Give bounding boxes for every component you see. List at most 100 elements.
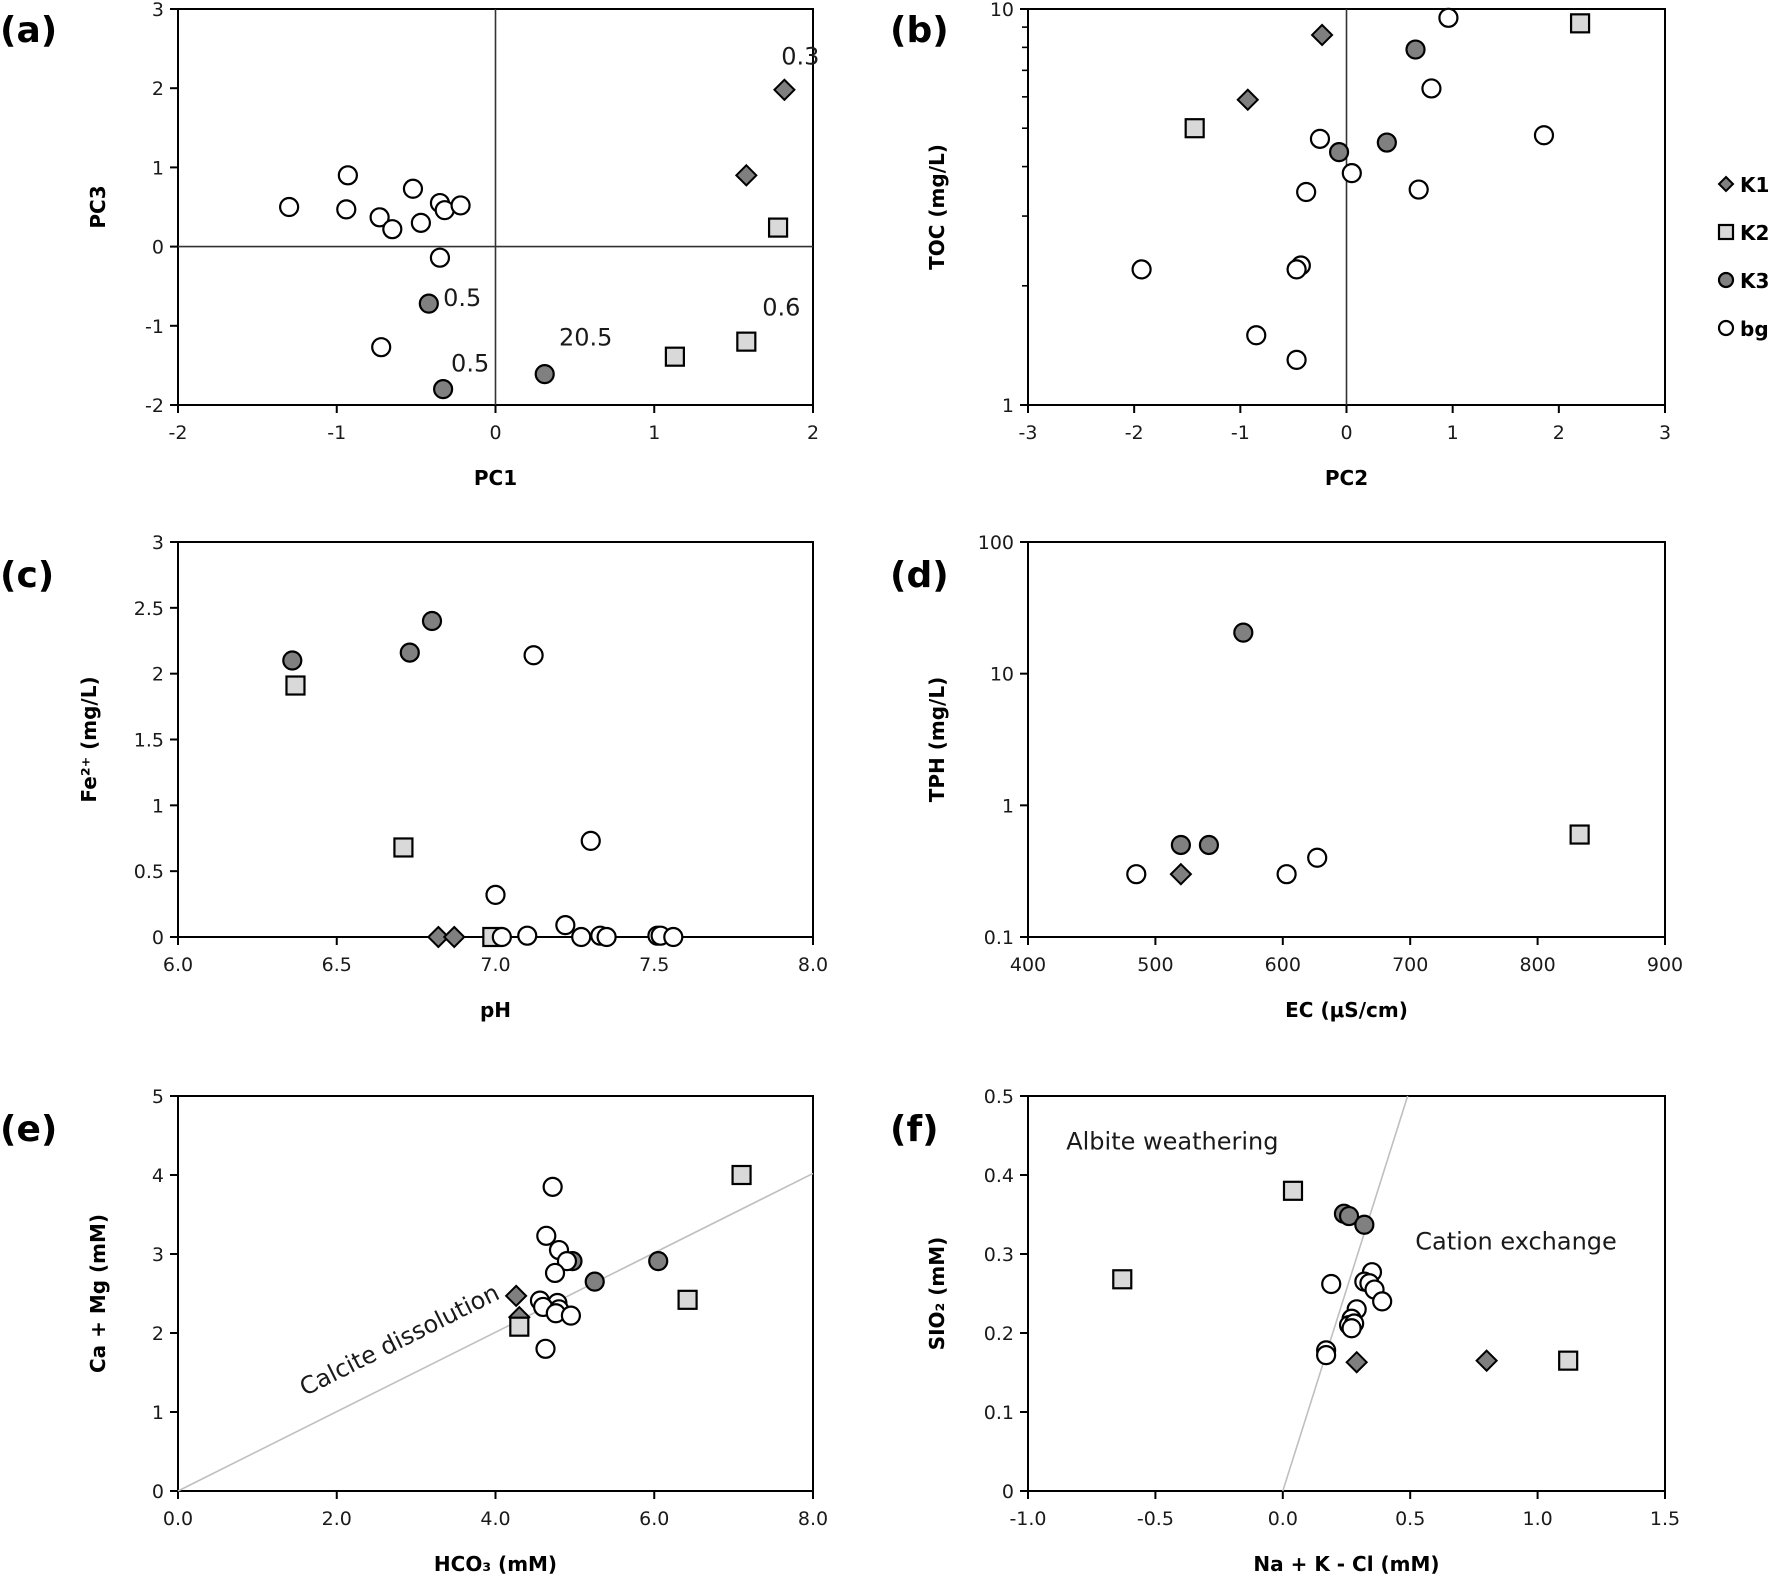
y-tick-label: 0.1 <box>984 927 1014 949</box>
x-tick-label: 400 <box>1010 954 1046 976</box>
y-tick-label: 3 <box>152 0 164 21</box>
data-point-k3 <box>282 650 303 671</box>
panel-label: (c) <box>0 555 54 596</box>
legend-marker-bg <box>1717 319 1735 337</box>
y-axis-title: TPH (mg/L) <box>925 677 949 803</box>
data-point-k3 <box>433 379 454 400</box>
data-point-k3 <box>1376 132 1397 153</box>
plot-area-frame <box>177 541 814 938</box>
data-point-k1 <box>1475 1349 1499 1373</box>
x-tick-label: -1 <box>1231 422 1250 444</box>
data-point-bg <box>336 199 357 220</box>
data-point-k2 <box>393 837 414 858</box>
annotation-label: 0.3 <box>781 42 819 70</box>
data-point-k2 <box>664 346 685 367</box>
data-point-bg <box>556 1251 578 1272</box>
data-point-bg <box>544 1262 566 1284</box>
data-point-k3 <box>1170 834 1191 856</box>
panel-c: (c) 6.0 6.5 7.0 7.5 8.0 0 0.5 1 1.5 2 2.5 3 pH Fe²⁺ (m… <box>0 532 828 1022</box>
annotation-label: 0.5 <box>443 284 481 312</box>
data-point-bg <box>1286 349 1307 370</box>
x-tick-label: 6.0 <box>639 1508 669 1530</box>
data-point-k3 <box>534 364 555 385</box>
data-point-k2 <box>509 1316 530 1337</box>
data-point-bg <box>485 884 506 905</box>
panel-label: (f) <box>890 1109 939 1150</box>
legend-label-k1: K1 <box>1740 173 1769 197</box>
data-point-k3 <box>1405 39 1426 60</box>
annotation-label: 0.5 <box>451 350 489 378</box>
data-point-bg <box>1131 259 1152 280</box>
y-axis-title: SIO₂ (mM) <box>925 1237 949 1351</box>
x-axis-title: Na + K - Cl (mM) <box>1253 1552 1439 1576</box>
x-tick-label: 500 <box>1137 954 1173 976</box>
data-point-k1 <box>734 163 758 187</box>
y-tick-label: 0.1 <box>984 1402 1014 1424</box>
x-tick-label: 800 <box>1519 954 1555 976</box>
data-point-k3 <box>584 1271 605 1292</box>
data-point-k2 <box>1569 824 1590 845</box>
data-point-bg <box>1307 847 1328 868</box>
y-tick-label: 2 <box>152 78 164 100</box>
data-point-k1 <box>773 78 796 102</box>
y-tick-label: 0 <box>1002 1481 1014 1503</box>
legend: K1 K2 K3 bg <box>1717 173 1769 341</box>
data-point-k2 <box>767 217 789 238</box>
x-tick-label: 1 <box>648 422 660 444</box>
y-tick-label: 0.3 <box>984 1244 1014 1266</box>
y-tick-label: 0 <box>152 1481 164 1503</box>
y-tick-label: -1 <box>145 316 164 338</box>
data-point-k3 <box>1328 142 1350 163</box>
x-tick-label: -1.0 <box>1009 1508 1046 1530</box>
y-tick-label: 1 <box>1002 395 1014 417</box>
x-tick-label: 0 <box>489 422 501 444</box>
data-point-k2 <box>736 331 757 352</box>
y-tick-label: 0 <box>152 237 164 259</box>
data-point-k3 <box>418 293 439 314</box>
x-axis-title: HCO₃ (mM) <box>434 1552 557 1576</box>
x-tick-label: 7.5 <box>639 954 669 976</box>
x-tick-label: 4.0 <box>480 1508 510 1530</box>
data-point-k3 <box>421 610 443 632</box>
x-axis-title: PC1 <box>474 466 517 490</box>
data-point-bg <box>1316 1345 1337 1366</box>
legend-label-bg: bg <box>1740 317 1769 341</box>
y-axis-title: TOC (mg/L) <box>925 144 949 270</box>
x-tick-label: 1.0 <box>1522 1508 1552 1530</box>
data-point-bg <box>402 178 424 199</box>
y-tick-label: 100 <box>978 532 1014 554</box>
plot-area-frame <box>1027 541 1666 938</box>
data-point-bg <box>542 1176 563 1197</box>
x-tick-label: 0 <box>1340 422 1352 444</box>
data-point-bg <box>535 1338 556 1359</box>
y-axis-title: Ca + Mg (mM) <box>86 1214 110 1373</box>
legend-label-k2: K2 <box>1740 221 1769 245</box>
y-tick-label: 0.5 <box>984 1086 1014 1108</box>
y-tick-label: 0 <box>152 927 164 949</box>
data-point-bg <box>1286 259 1307 280</box>
data-point-bg <box>410 212 431 233</box>
data-point-k1 <box>1345 1350 1369 1374</box>
data-point-bg <box>536 1225 557 1246</box>
data-point-bg <box>1246 325 1267 346</box>
data-point-k3 <box>1338 1205 1360 1227</box>
panel-e: (e) 0.0 2.0 4.0 6.0 8.0 0 1 2 3 4 5 HCO₃ (mM) Ca + Mg… <box>0 1086 828 1576</box>
y-tick-label: 10 <box>990 664 1014 686</box>
data-point-k2 <box>1282 1180 1304 1201</box>
data-point-k3 <box>648 1251 669 1272</box>
x-tick-label: 0.5 <box>1395 1508 1425 1530</box>
data-point-bg <box>279 196 300 218</box>
data-point-bg <box>1533 125 1555 146</box>
data-point-k1 <box>1236 88 1260 112</box>
panel-label: (d) <box>890 555 949 596</box>
data-point-bg <box>1421 78 1442 99</box>
x-axis-title: EC (μS/cm) <box>1285 998 1408 1022</box>
data-point-k1 <box>426 925 450 949</box>
data-point-k3 <box>1354 1214 1375 1235</box>
data-point-bg <box>571 926 592 948</box>
panel-f: (f) -1.0 -0.5 0.0 0.5 1.0 1.5 0 0.1 0.2 0.3 0.4 0.5 N… <box>890 1086 1680 1576</box>
y-tick-label: 5 <box>152 1086 164 1108</box>
x-tick-label: 2.0 <box>322 1508 352 1530</box>
x-tick-label: -3 <box>1019 422 1038 444</box>
